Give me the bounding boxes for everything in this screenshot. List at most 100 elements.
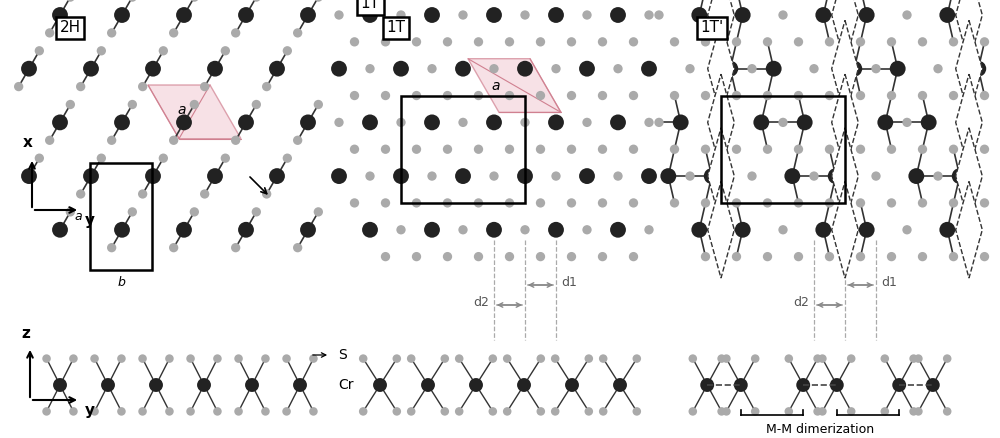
Point xyxy=(682,173,698,180)
Point xyxy=(145,65,161,72)
Point xyxy=(279,155,295,162)
Point xyxy=(651,119,667,126)
Text: 1T': 1T' xyxy=(700,21,724,35)
Point xyxy=(502,146,518,153)
Point xyxy=(378,92,394,99)
Point xyxy=(843,355,859,362)
Point xyxy=(714,408,730,415)
Point xyxy=(42,137,58,144)
Point xyxy=(517,173,533,180)
Point xyxy=(790,146,806,153)
Point xyxy=(52,11,68,18)
Point xyxy=(161,355,177,362)
Point xyxy=(884,146,900,153)
Point xyxy=(104,29,120,36)
Point xyxy=(424,65,440,72)
Point xyxy=(52,226,68,233)
Point xyxy=(733,381,749,389)
Point xyxy=(486,119,502,126)
Point xyxy=(760,253,776,260)
Point xyxy=(300,119,316,126)
Point xyxy=(532,253,548,260)
Point xyxy=(486,226,502,233)
Point xyxy=(790,199,806,206)
Point xyxy=(564,381,580,389)
Point xyxy=(135,83,151,90)
Point xyxy=(952,173,968,180)
Point xyxy=(21,65,37,72)
Point xyxy=(378,39,394,46)
Point xyxy=(471,39,487,46)
Point xyxy=(437,355,453,362)
Point xyxy=(114,119,130,126)
Text: d1: d1 xyxy=(881,276,897,290)
Point xyxy=(196,381,212,389)
Point xyxy=(305,408,321,415)
Point xyxy=(810,355,826,362)
Text: d2: d2 xyxy=(793,297,809,310)
Polygon shape xyxy=(956,128,982,224)
Point xyxy=(516,381,532,389)
Point xyxy=(300,226,316,233)
Point xyxy=(961,11,977,18)
Point xyxy=(73,191,89,198)
Point xyxy=(217,47,233,54)
Point xyxy=(698,253,714,260)
Point xyxy=(485,408,501,415)
Point xyxy=(331,65,347,72)
Point xyxy=(641,119,657,126)
Point xyxy=(548,65,564,72)
Point xyxy=(899,11,915,18)
Bar xyxy=(90,163,152,270)
Point xyxy=(485,355,501,362)
Point xyxy=(728,92,744,99)
Point xyxy=(641,173,657,180)
Point xyxy=(775,226,791,233)
Polygon shape xyxy=(832,74,858,171)
Point xyxy=(378,199,394,206)
Point xyxy=(502,92,518,99)
Point xyxy=(906,355,922,362)
Point xyxy=(651,11,667,18)
Point xyxy=(713,226,729,233)
Text: 1T: 1T xyxy=(386,21,406,35)
Point xyxy=(899,119,915,126)
Point xyxy=(532,39,548,46)
Point xyxy=(290,29,306,36)
Point xyxy=(594,253,610,260)
Point xyxy=(292,381,308,389)
Point xyxy=(83,65,99,72)
Text: a: a xyxy=(492,78,500,92)
Point xyxy=(533,355,549,362)
Point xyxy=(852,253,868,260)
Polygon shape xyxy=(708,74,734,171)
Point xyxy=(279,355,295,362)
Point xyxy=(718,408,734,415)
Point xyxy=(822,39,838,46)
Text: a: a xyxy=(74,210,82,223)
Point xyxy=(471,146,487,153)
Point xyxy=(73,83,89,90)
Point xyxy=(451,408,467,415)
Point xyxy=(775,11,791,18)
Point xyxy=(760,199,776,206)
Point xyxy=(183,408,199,415)
Text: b: b xyxy=(117,276,125,290)
Point xyxy=(499,355,515,362)
Point xyxy=(641,226,657,233)
Point xyxy=(914,39,930,46)
Point xyxy=(728,253,744,260)
Point xyxy=(135,355,151,362)
Point xyxy=(722,65,738,72)
Point xyxy=(455,11,471,18)
Point xyxy=(228,29,244,36)
Point xyxy=(691,226,707,233)
Point xyxy=(39,355,55,362)
Point xyxy=(166,29,182,36)
Point xyxy=(626,92,642,99)
Point xyxy=(471,199,487,206)
Bar xyxy=(721,95,845,203)
Point xyxy=(161,408,177,415)
Point xyxy=(579,119,595,126)
Polygon shape xyxy=(956,0,982,64)
